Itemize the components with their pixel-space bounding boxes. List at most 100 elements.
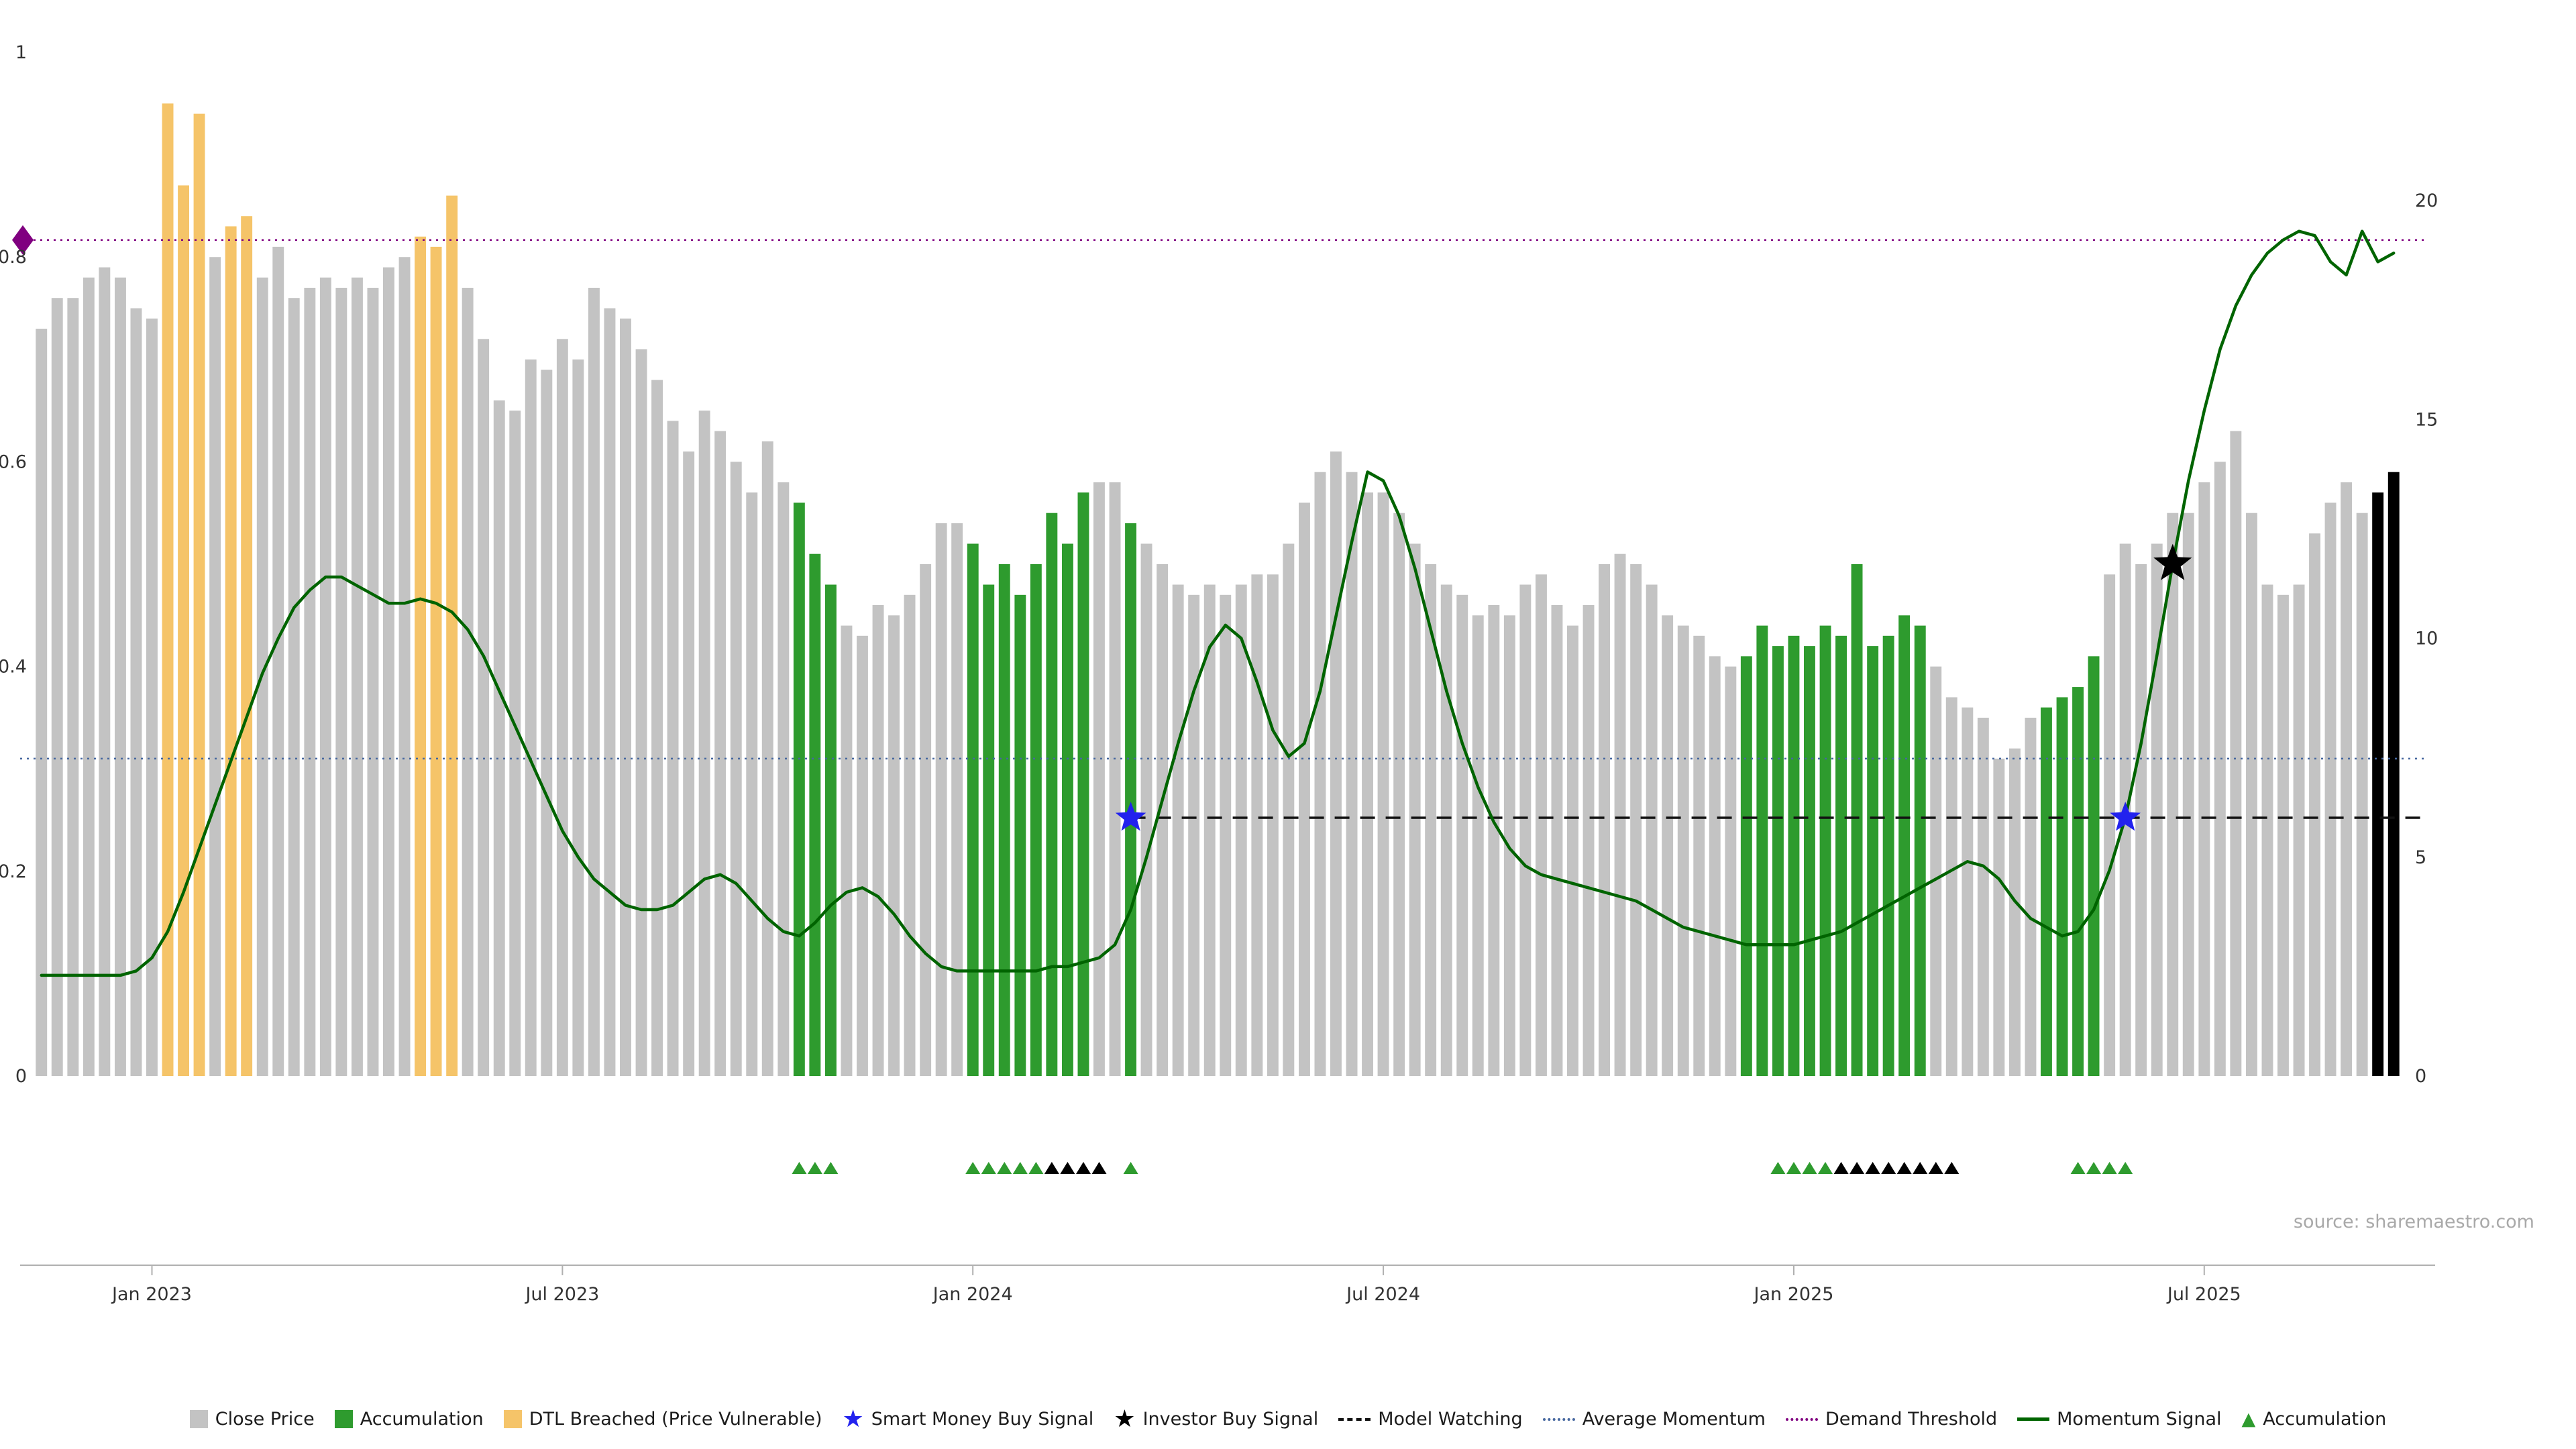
price-bar bbox=[1536, 574, 1547, 1076]
left-axis-tick: 0.2 bbox=[0, 861, 27, 882]
price-bar bbox=[620, 318, 631, 1076]
investor-buy-star bbox=[2153, 543, 2192, 580]
price-bar bbox=[872, 605, 884, 1076]
black-triangle-marker bbox=[1865, 1162, 1880, 1174]
price-bar bbox=[51, 298, 63, 1077]
legend-label: Accumulation bbox=[2263, 1409, 2387, 1430]
price-bar bbox=[1062, 543, 1073, 1076]
price-bar bbox=[556, 339, 568, 1076]
price-bar bbox=[1393, 513, 1405, 1076]
price-bar bbox=[478, 339, 490, 1076]
price-bar bbox=[2341, 482, 2353, 1076]
legend-item-investor-buy-signal: ★ Investor Buy Signal bbox=[1114, 1405, 1319, 1433]
source-attribution: source: sharemaestro.com bbox=[2293, 1212, 2534, 1232]
price-bar bbox=[209, 257, 221, 1077]
price-bar bbox=[162, 103, 174, 1076]
legend-item-smart-money-buy-signal: ★ Smart Money Buy Signal bbox=[842, 1405, 1094, 1433]
x-axis-tick-label: Jan 2023 bbox=[111, 1284, 192, 1305]
accumulation-triangle bbox=[965, 1162, 981, 1174]
legend-swatch-square bbox=[334, 1410, 353, 1428]
price-bar bbox=[1851, 564, 1863, 1076]
price-bar bbox=[777, 482, 790, 1076]
price-bar bbox=[2009, 748, 2021, 1076]
price-bar bbox=[1330, 451, 1342, 1076]
price-bar bbox=[1835, 635, 1847, 1076]
price-bar bbox=[1456, 594, 1468, 1076]
price-bar bbox=[998, 564, 1010, 1076]
legend-item-accumulation: Accumulation bbox=[334, 1409, 484, 1430]
price-bar bbox=[2293, 584, 2305, 1076]
price-bar bbox=[841, 625, 853, 1076]
price-bar bbox=[1898, 615, 1911, 1076]
price-bar bbox=[920, 564, 932, 1076]
price-bar bbox=[1109, 482, 1121, 1076]
price-bar bbox=[2309, 533, 2320, 1076]
price-bar bbox=[809, 553, 821, 1076]
price-bar bbox=[2151, 543, 2163, 1076]
price-bar bbox=[225, 226, 237, 1076]
price-bar bbox=[1662, 615, 1674, 1076]
price-bar bbox=[793, 502, 805, 1076]
price-bar bbox=[967, 543, 979, 1076]
right-axis-tick: 0 bbox=[2415, 1066, 2426, 1087]
price-bar bbox=[1140, 543, 1152, 1076]
legend-star-icon: ★ bbox=[842, 1405, 864, 1433]
price-bar bbox=[2041, 707, 2052, 1076]
black-triangle-marker bbox=[1913, 1162, 1928, 1174]
price-bar bbox=[1077, 492, 1089, 1076]
accumulation-triangle bbox=[2086, 1162, 2102, 1174]
legend-item-accumulation: ▲ Accumulation bbox=[2242, 1409, 2387, 1430]
price-bar bbox=[1093, 482, 1105, 1076]
left-axis-tick: 0.4 bbox=[0, 657, 27, 678]
right-axis-tick: 15 bbox=[2415, 409, 2438, 430]
chart-legend: Close Price Accumulation DTL Breached (Pri… bbox=[0, 1405, 2576, 1433]
price-bar bbox=[1203, 584, 1216, 1076]
price-bar bbox=[430, 246, 442, 1076]
legend-label: Model Watching bbox=[1378, 1409, 1523, 1430]
price-bar bbox=[651, 380, 663, 1076]
x-axis-tick-label: Jan 2025 bbox=[1753, 1284, 1834, 1305]
price-bar bbox=[83, 277, 95, 1077]
right-axis-tick: 5 bbox=[2415, 847, 2426, 868]
price-bar bbox=[398, 257, 411, 1077]
price-bar bbox=[1125, 523, 1136, 1076]
price-bar bbox=[683, 451, 695, 1076]
x-axis-tick-label: Jan 2024 bbox=[932, 1284, 1013, 1305]
price-bar bbox=[1599, 564, 1610, 1076]
price-bar bbox=[2277, 594, 2289, 1076]
price-bar bbox=[1030, 564, 1042, 1076]
accumulation-triangle bbox=[1123, 1162, 1138, 1174]
accumulation-triangle bbox=[1818, 1162, 1833, 1174]
price-bar bbox=[1709, 656, 1721, 1076]
price-bar bbox=[1235, 584, 1247, 1076]
legend-star-icon: ★ bbox=[1114, 1405, 1136, 1433]
legend-item-model-watching: Model Watching bbox=[1338, 1409, 1523, 1430]
price-bar bbox=[1867, 646, 1879, 1076]
price-bar bbox=[935, 523, 947, 1076]
x-axis-tick-label: Jul 2025 bbox=[2166, 1284, 2241, 1305]
price-bar bbox=[1362, 492, 1373, 1076]
legend-label: Close Price bbox=[215, 1409, 315, 1430]
legend-label: Investor Buy Signal bbox=[1142, 1409, 1319, 1430]
accumulation-triangle bbox=[2070, 1162, 2086, 1174]
price-bar bbox=[1157, 564, 1169, 1076]
price-bar bbox=[1677, 625, 1689, 1076]
left-axis-tick: 0 bbox=[15, 1066, 27, 1087]
price-bar bbox=[1283, 543, 1295, 1076]
price-bar bbox=[2072, 687, 2084, 1076]
legend-triangle-icon: ▲ bbox=[2241, 1409, 2256, 1430]
legend-swatch-square bbox=[189, 1410, 208, 1428]
legend-label: Demand Threshold bbox=[1825, 1409, 1998, 1430]
price-bar bbox=[1740, 656, 1752, 1076]
price-bar bbox=[2356, 513, 2368, 1076]
legend-item-momentum-signal: Momentum Signal bbox=[2017, 1409, 2222, 1430]
accumulation-triangle bbox=[1028, 1162, 1044, 1174]
price-bar bbox=[2135, 564, 2147, 1076]
x-axis-tick-label: Jul 2023 bbox=[524, 1284, 599, 1305]
legend-label: Smart Money Buy Signal bbox=[871, 1409, 1094, 1430]
legend-label: Momentum Signal bbox=[2057, 1409, 2222, 1430]
price-bar bbox=[1804, 646, 1815, 1076]
price-bar bbox=[2088, 656, 2100, 1076]
black-triangle-marker bbox=[1944, 1162, 1960, 1174]
price-bar bbox=[367, 288, 379, 1076]
